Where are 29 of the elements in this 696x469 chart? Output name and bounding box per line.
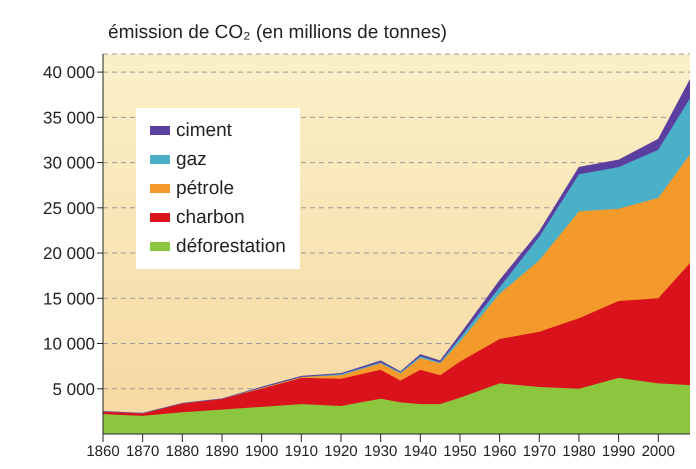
legend-label: pétrole xyxy=(176,178,234,200)
x-tick-label: 1940 xyxy=(404,443,437,460)
legend-label: charbon xyxy=(176,206,245,228)
y-tick-label: 25 000 xyxy=(43,198,95,218)
legend-label: gaz xyxy=(176,148,207,170)
y-tick-label: 15 000 xyxy=(43,289,95,308)
x-tick-label: 1950 xyxy=(443,443,477,460)
x-tick-label: 1920 xyxy=(324,443,358,460)
x-tick-label: 1880 xyxy=(166,443,200,460)
y-tick-label: 30 000 xyxy=(43,154,95,173)
y-tick-label: 20 000 xyxy=(43,244,95,264)
x-tick-label: 1980 xyxy=(562,443,596,460)
x-tick-label: 1860 xyxy=(86,443,120,460)
y-tick-label: 10 000 xyxy=(43,334,95,354)
x-tick-label: 2000 xyxy=(642,443,675,460)
y-tick-label: 5 000 xyxy=(52,380,95,399)
x-tick-label: 1990 xyxy=(602,443,636,460)
x-tick-label: 1890 xyxy=(205,443,239,460)
y-axis-title: émission de CO₂ (en millions de tonnes) xyxy=(108,22,447,43)
x-tick-label: 1870 xyxy=(126,443,160,460)
legend-label: déforestation xyxy=(176,236,286,258)
y-tick-label: 35 000 xyxy=(43,108,95,128)
y-tick-label: 40 000 xyxy=(43,63,95,82)
x-tick-label: 1910 xyxy=(284,443,318,460)
x-tick-label: 1930 xyxy=(364,443,398,460)
x-tick-label: 1900 xyxy=(244,443,278,460)
x-tick-label: 1960 xyxy=(482,443,516,460)
legend-label: ciment xyxy=(176,120,232,142)
x-tick-label: 1970 xyxy=(522,443,556,460)
